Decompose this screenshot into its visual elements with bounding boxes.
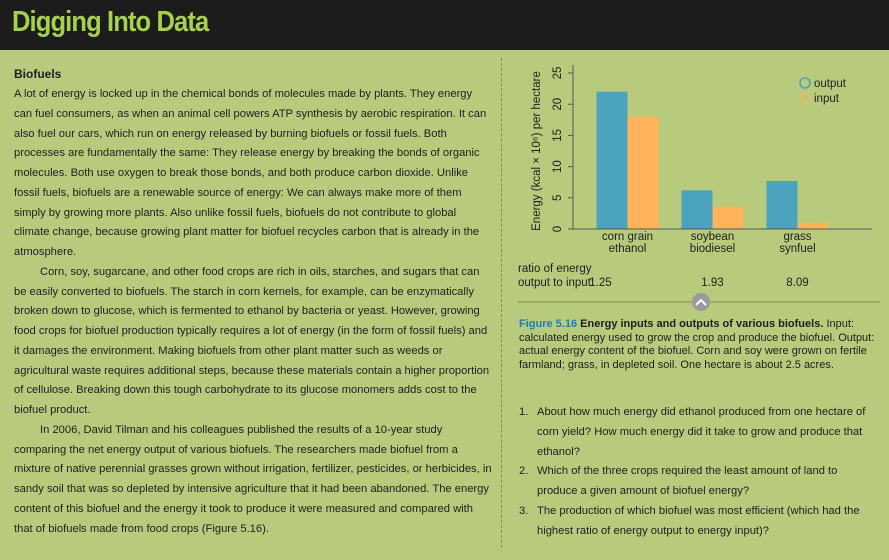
y-tick-label: 15	[552, 129, 564, 142]
collapse-icon	[695, 298, 707, 306]
y-tick-label: 10	[552, 160, 564, 173]
y-axis-label: Energy (kcal × 10⁶) per hectare	[531, 71, 543, 231]
article: Biofuels A lot of energy is locked up in…	[14, 64, 492, 539]
paragraph: In 2006, David Tilman and his colleagues…	[14, 423, 492, 535]
question: 3. The production of which biofuel was mo…	[519, 502, 879, 542]
y-tick-label: 20	[552, 98, 564, 111]
questions: 1. About how much energy did ethanol prod…	[519, 403, 879, 542]
article-heading: Biofuels	[14, 67, 62, 81]
x-tick-label: corn grain ethanol	[602, 231, 653, 255]
figure-text: Input: calculated energy used to grow th…	[519, 318, 875, 371]
header: Digging Into Data	[0, 0, 889, 50]
ratio-value: 8.09	[786, 277, 808, 289]
y-tick-label: 5	[552, 195, 564, 201]
paragraph: Corn, soy, sugarcane, and other food cro…	[14, 265, 490, 416]
question-number: 1.	[519, 406, 529, 418]
bar	[797, 222, 829, 229]
legend-swatch	[799, 92, 811, 104]
question-text: Which of the three crops required the le…	[537, 465, 838, 498]
y-tick-label: 25	[552, 67, 564, 80]
bar	[766, 180, 798, 229]
y-tick-label: 0	[552, 226, 564, 232]
legend-label: input	[814, 93, 840, 105]
bar	[681, 190, 713, 229]
header-title: Digging Into Data	[12, 6, 209, 38]
paragraph: A lot of energy is locked up in the chem…	[14, 88, 487, 258]
ratio-value: 1.93	[701, 277, 723, 289]
ratio-label: ratio of energy output to input:	[518, 263, 594, 289]
question-number: 2.	[519, 465, 529, 478]
bar	[712, 206, 744, 229]
x-tick-label: soybean biodiesel	[690, 231, 735, 255]
figure-title: Energy inputs and outputs of various bio…	[580, 318, 824, 330]
legend-label: output	[814, 78, 847, 90]
divider	[501, 58, 502, 548]
bar	[596, 91, 628, 229]
question-text: The production of which biofuel was most…	[537, 504, 860, 537]
question: 1. About how much energy did ethanol prod…	[519, 403, 879, 462]
figure-caption: Figure 5.16 Energy inputs and outputs of…	[519, 318, 879, 372]
question: 2. Which of the three crops required the …	[519, 462, 879, 502]
x-tick-label: grass synfuel	[779, 231, 815, 255]
figure-number: Figure 5.16	[519, 318, 578, 330]
collapse-button[interactable]	[692, 293, 710, 311]
legend-swatch	[799, 77, 811, 89]
chart: 0 5 10 15 20 25 Energy (kcal × 10⁶) per hectar…	[518, 65, 880, 311]
ratio-value: 1.25	[589, 277, 611, 289]
question-text: About how much energy did ethanol produc…	[537, 406, 866, 458]
bar	[627, 116, 659, 229]
question-number: 3.	[519, 504, 529, 517]
